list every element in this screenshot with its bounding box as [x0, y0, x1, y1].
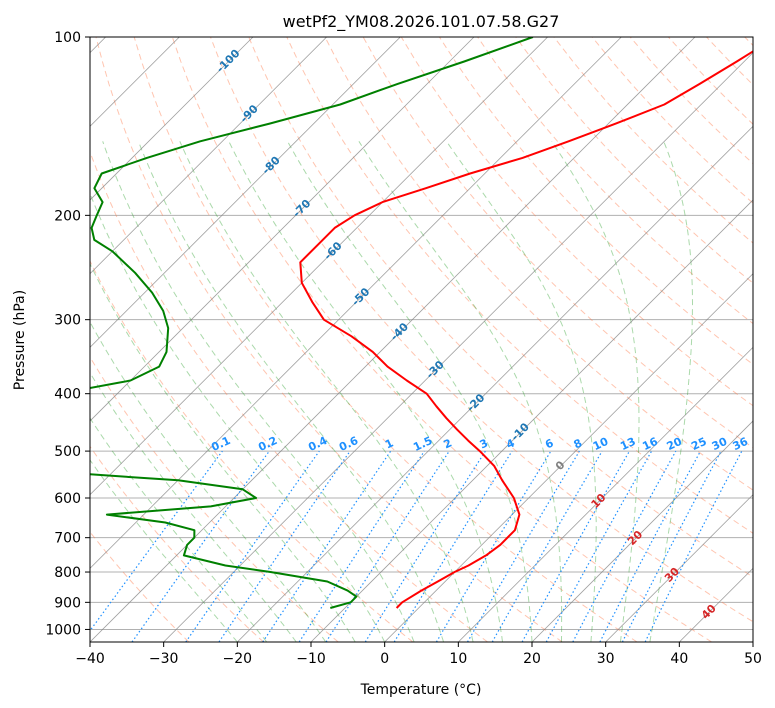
isotherm--90 [90, 37, 327, 275]
isotherm--80 [90, 37, 401, 348]
plot-frame [89, 36, 754, 643]
dry-adiabat-0 [90, 259, 414, 642]
y-axis-title: Pressure (hPa) [12, 290, 28, 390]
mixing-ratio-label-30: 30 [710, 435, 730, 453]
dry-adiabat-30 [133, 37, 638, 642]
x-tick-label-20: 20 [523, 651, 541, 667]
mixing-ratio-label-36: 36 [731, 435, 751, 453]
moist-adiabat-32 [551, 141, 640, 642]
isotherms [90, 37, 753, 642]
dry-adiabat-70 [286, 37, 753, 534]
dry-adiabat-60 [248, 37, 753, 578]
y-tick-label-200: 200 [54, 208, 81, 224]
mixing-ratio-line-0.4 [185, 450, 320, 642]
y-tick-label-700: 700 [54, 531, 81, 547]
mixing-ratio-label-16: 16 [640, 435, 660, 453]
isotherm--30 [163, 52, 753, 642]
isotherm--10 [310, 199, 753, 642]
mixing-ratio-lines [90, 450, 743, 642]
moist-adiabat-0 [90, 192, 386, 642]
x-tick-label--20: −20 [223, 651, 253, 667]
x-tick-label-40: 40 [670, 651, 688, 667]
isotherm--20 [237, 125, 753, 642]
grid-layer [90, 37, 753, 630]
moist-adiabat-24 [358, 141, 563, 642]
x-tick-label-30: 30 [597, 651, 615, 667]
isotherm-10 [458, 346, 753, 642]
isotherm--70 [90, 37, 475, 422]
mixing-ratio-line-0.1 [90, 450, 223, 632]
mixing-ratio-line-1 [262, 450, 392, 642]
y-tick-label-600: 600 [54, 491, 81, 507]
plot-background [90, 37, 753, 642]
mixing-ratio-line-20 [572, 450, 677, 642]
isotherm-0 [384, 273, 753, 642]
y-tick-label-800: 800 [54, 565, 81, 581]
y-tick-label-900: 900 [54, 595, 81, 611]
series-layer [90, 37, 753, 609]
x-axis-title: Temperature (°C) [360, 682, 482, 698]
isotherm--100 [90, 37, 254, 201]
mixing-ratio-line-36 [644, 450, 743, 642]
mixing-ratio-line-1.5 [298, 450, 425, 642]
moist-adiabat-36 [649, 141, 693, 642]
axes-layer: −40 −30 −20 −10 0 10 20 30 40 50 100 200 300 400 500 60… [45, 30, 762, 667]
moist-adiabat--4 [90, 262, 356, 642]
moist-adiabat-20 [287, 141, 533, 642]
dry-adiabat-40 [171, 37, 712, 642]
mixing-ratio-label-20: 20 [665, 435, 685, 453]
y-tick-label-100: 100 [54, 30, 81, 46]
dry-adiabat-20 [95, 37, 563, 642]
dewpoint-profile-line [90, 37, 534, 609]
y-tick-label-500: 500 [54, 444, 81, 460]
y-tick-label-300: 300 [54, 313, 81, 329]
mixing-ratio-line-0.2 [131, 450, 270, 642]
y-tick-label-1000: 1000 [45, 622, 81, 638]
dry-adiabat--10 [90, 356, 339, 642]
moist-adiabat-28 [446, 141, 597, 642]
y-tick-label-400: 400 [54, 387, 81, 403]
x-tick-label--30: −30 [149, 651, 179, 667]
dry-adiabats [90, 37, 753, 642]
isotherm-20 [531, 420, 753, 642]
isotherm--50 [90, 37, 622, 569]
mixing-ratio-line-4 [393, 450, 513, 642]
moist-adiabat-16 [228, 141, 503, 642]
moist-adiabat--8 [90, 321, 327, 642]
moist-adiabat-8 [137, 141, 445, 642]
mixing-ratio-label-10: 10 [591, 435, 611, 453]
moist-adiabat--12 [90, 371, 297, 642]
mixing-ratio-line-13 [521, 450, 631, 642]
mixing-ratio-line-0.6 [218, 450, 351, 642]
x-tick-label-0: 0 [380, 651, 389, 667]
mixing-ratio-label-13: 13 [618, 435, 637, 453]
moist-adiabat-12 [179, 141, 474, 642]
x-tick-label-10: 10 [449, 651, 467, 667]
x-tick-label-50: 50 [744, 651, 762, 667]
chart-title: wetPf2_YM08.2026.101.07.58.G27 [283, 12, 560, 32]
moist-adiabat--16 [90, 417, 268, 642]
dry-adiabat-80 [324, 37, 753, 491]
dry-adiabat-130 [515, 37, 753, 284]
dry-adiabat-50 [210, 37, 753, 623]
temperature-profile-line [299, 50, 753, 609]
isotherm-30 [605, 494, 753, 642]
mixing-ratio-line-16 [545, 450, 653, 642]
dry-adiabat--20 [90, 445, 264, 642]
isotherm--60 [90, 37, 548, 496]
x-tick-label--10: −10 [296, 651, 326, 667]
x-tick-label--40: −40 [75, 651, 105, 667]
mixing-ratio-label-25: 25 [689, 435, 708, 453]
mixing-ratio-line-2 [325, 450, 450, 642]
